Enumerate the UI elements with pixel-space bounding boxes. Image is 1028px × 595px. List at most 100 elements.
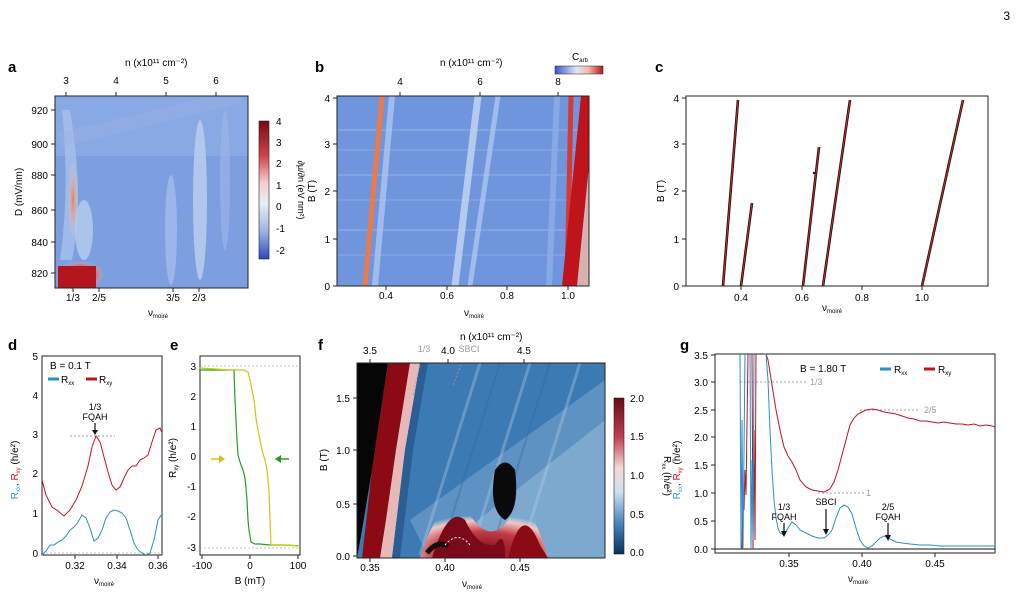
panel-a-x-ticks: 1/3 2/5 3/5 2/3 bbox=[66, 288, 206, 304]
panel-b-x-tick: 1.0 bbox=[561, 291, 575, 302]
panel-e-y-tick: 2 bbox=[190, 392, 196, 403]
panel-f-y-ticks: 0.0 0.5 1.0 1.5 bbox=[336, 394, 357, 563]
panel-a-colorbar-tick: 4 bbox=[276, 117, 282, 128]
panel-a-x-tick: 2/5 bbox=[92, 293, 106, 304]
panel-d-x-ticks: 0.32 0.34 0.36 bbox=[65, 555, 168, 572]
panel-g-y-tick: 3.5 bbox=[694, 351, 708, 362]
panel-g-marker-sbci-line1: SBCI bbox=[815, 497, 836, 507]
panel-a-y-ticks: 820 840 860 880 900 920 bbox=[31, 106, 55, 280]
panel-b-top-tick: 8 bbox=[555, 77, 561, 88]
panel-e-hysteresis-loop bbox=[199, 367, 301, 547]
panel-e-y-tick: 0 bbox=[190, 452, 196, 463]
panel-e-x-tick: -100 bbox=[192, 561, 212, 572]
panel-b-y-tick: 4 bbox=[324, 94, 330, 105]
panel-b-top-tick: 4 bbox=[397, 77, 403, 88]
panel-b-x-tick: 0.6 bbox=[440, 291, 454, 302]
panel-g-label: g bbox=[680, 337, 689, 354]
panel-f-colorbar-tick: 1.5 bbox=[630, 432, 644, 443]
page-number: 3 bbox=[1003, 9, 1010, 23]
panel-f-y-tick: 0.5 bbox=[336, 500, 350, 511]
panel-b-heatmap bbox=[337, 96, 589, 286]
panel-g-annotation: B = 1.80 T bbox=[800, 364, 846, 375]
panel-c-x-ticks: 0.4 0.6 0.8 1.0 bbox=[734, 286, 929, 304]
panel-f-top-tick: 4.0 bbox=[441, 346, 455, 357]
panel-g-x-tick: 0.35 bbox=[779, 559, 799, 570]
panel-a-y-tick: 900 bbox=[31, 140, 48, 151]
panel-c-y-tick: 2 bbox=[673, 187, 679, 198]
panel-f-y-tick: 1.5 bbox=[336, 394, 350, 405]
panel-f-colorbar-tick: 0.5 bbox=[630, 510, 644, 521]
panel-f-heatmap bbox=[357, 363, 605, 558]
panel-b-x-tick: 0.8 bbox=[500, 291, 514, 302]
panel-g-y-tick: 1.0 bbox=[694, 489, 708, 500]
panel-a-colorbar-tick: 1 bbox=[276, 181, 282, 192]
panel-d-legend-rxx: Rxx bbox=[61, 375, 74, 387]
panel-a-top-tick: 4 bbox=[113, 76, 119, 87]
panel-g-y-tick: 3.0 bbox=[694, 378, 708, 389]
panel-a-top-axis-title: n (x10¹¹ cm⁻²) bbox=[125, 58, 188, 69]
panel-b-top-tick: 6 bbox=[477, 77, 483, 88]
panel-c-traces bbox=[721, 99, 965, 287]
panel-g-marker-fqah-1-3-line1: 1/3 bbox=[778, 502, 791, 512]
panel-f-x-title: νmoiré bbox=[462, 579, 483, 591]
panel-f-label: f bbox=[318, 337, 324, 354]
panel-g-marker-fqah-1-3-line2: FQAH bbox=[771, 512, 796, 522]
panel-a-x-tick: 1/3 bbox=[66, 293, 80, 304]
panel-d-y-tick: 2 bbox=[32, 469, 38, 480]
panel-e-x-title: B (mT) bbox=[235, 576, 266, 587]
panel-b-colorbar bbox=[554, 65, 604, 75]
panel-a-y-tick: 840 bbox=[31, 238, 48, 249]
panel-d-y-tick: 4 bbox=[32, 391, 38, 402]
panel-d-legend: Rxx Rxy bbox=[48, 375, 112, 387]
panel-b-top-ticks: 4 6 8 bbox=[397, 77, 561, 96]
panel-g-legend-rxy: Rxy bbox=[938, 365, 951, 377]
panel-a-y-tick: 920 bbox=[31, 106, 48, 117]
panel-a-y-tick: 880 bbox=[31, 171, 48, 182]
panel-f-y-title: B (T) bbox=[319, 449, 330, 471]
panel-c: c 0 1 2 3 4 B (T bbox=[655, 59, 989, 315]
panel-b-x-tick: 0.4 bbox=[379, 291, 393, 302]
panel-a-x-tick: 3/5 bbox=[166, 293, 180, 304]
panel-f-x-ticks: 0.35 0.40 0.45 bbox=[360, 558, 530, 574]
panel-a-colorbar-tick: 2 bbox=[276, 159, 282, 170]
panel-g-y-tick: 0.5 bbox=[694, 517, 708, 528]
panel-f-y-tick: 0.0 bbox=[336, 552, 350, 563]
panel-a-colorbar-tick: -1 bbox=[276, 224, 285, 235]
panel-d-x-title: νmoiré bbox=[94, 576, 115, 588]
panel-e-y-title: Rxy (h/e²) bbox=[168, 438, 180, 478]
panel-a-colorbar-ticks: 4 3 2 1 0 -1 -2 bbox=[276, 117, 285, 257]
panel-a-top-ticks: 3 4 5 6 bbox=[63, 76, 219, 96]
panel-c-y-tick: 3 bbox=[673, 140, 679, 151]
panel-d-annotation: B = 0.1 T bbox=[50, 361, 91, 372]
panel-b-x-ticks: 0.4 0.6 0.8 1.0 bbox=[379, 286, 575, 302]
panel-g-plateau-label-2-5: 2/5 bbox=[924, 405, 937, 415]
panel-g-marker-sbci: SBCI bbox=[815, 497, 837, 535]
panel-g-x-ticks: 0.35 0.40 0.45 bbox=[779, 553, 945, 570]
panel-a-colorbar-tick: -2 bbox=[276, 246, 285, 257]
panel-f-colorbar-ticks: 2.0 1.5 1.0 0.5 0.0 bbox=[630, 394, 644, 559]
panel-g-marker-fqah-2-5: 2/5 FQAH bbox=[875, 502, 901, 541]
panel-g-curves bbox=[739, 354, 995, 550]
panel-c-x-tick: 0.6 bbox=[795, 293, 809, 304]
panel-g-marker-fqah-1-3: 1/3 FQAH bbox=[771, 502, 797, 537]
panel-b-y-tick: 1 bbox=[324, 235, 330, 246]
panel-a-colorbar-title: ∂μ/∂n (eV nm²) bbox=[296, 160, 306, 219]
panel-g-y-tick: 2.0 bbox=[694, 433, 708, 444]
panel-e-label: e bbox=[170, 337, 178, 354]
panel-d-legend-rxy: Rxy bbox=[99, 375, 112, 387]
panel-e-y-tick: -1 bbox=[187, 482, 196, 493]
panel-f-colorbar-tick: 0.0 bbox=[630, 548, 644, 559]
panel-d: d B = 0.1 T Rxx Rxy 1/3 FQAH 0 1 2 3 4 5… bbox=[8, 337, 168, 588]
panel-g-marker-fqah-2-5-line2: FQAH bbox=[875, 512, 900, 522]
panel-g-x-title: νmoiré bbox=[848, 574, 869, 586]
panel-e-y-tick: -2 bbox=[187, 512, 196, 523]
panel-c-x-title: νmoiré bbox=[822, 303, 843, 315]
panel-b-top-axis-title: n (x10¹¹ cm⁻²) bbox=[440, 58, 503, 69]
panel-c-y-tick: 4 bbox=[673, 94, 679, 105]
panel-f-colorbar-title: Rxx (h/e²) bbox=[660, 456, 672, 496]
panel-g-y-ticks: 0.0 0.5 1.0 1.5 2.0 2.5 3.0 3.5 bbox=[694, 351, 715, 556]
panel-b-label: b bbox=[315, 59, 324, 76]
panel-e-x-tick: 0 bbox=[247, 561, 253, 572]
panel-e-x-ticks: -100 0 100 bbox=[192, 555, 307, 572]
